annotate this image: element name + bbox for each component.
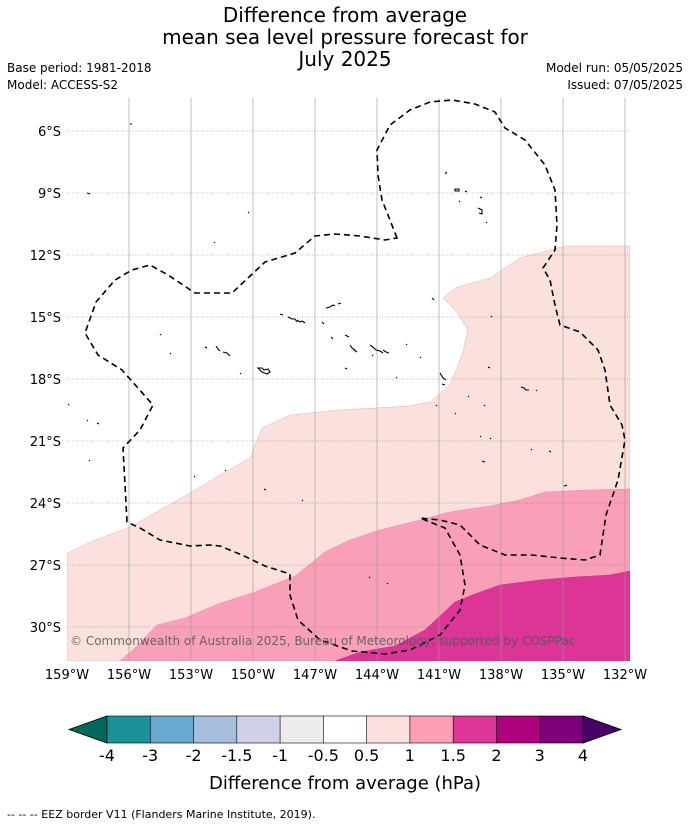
colorbar-tick-label: 1.5: [440, 746, 465, 765]
title-line-1: Difference from average: [222, 3, 468, 27]
colorbar-tick-labels: -4 -3 -2 -1.5 -1 -0.5 0.5 1 1.5 2 3 4: [99, 746, 588, 765]
lon-label-141w: 141°W: [417, 668, 461, 683]
footer-note: -- -- -- EEZ border V11 (Flanders Marine…: [7, 808, 316, 821]
lat-label-6s: 6°S: [38, 125, 61, 140]
meridians: [128, 98, 626, 661]
eez-border: [84, 99, 626, 655]
colorbar-cell: [539, 715, 584, 744]
copyright-notice: © Commonwealth of Australia 2025, Bureau…: [70, 634, 575, 648]
colorbar: -4 -3 -2 -1.5 -1 -0.5 0.5 1 1.5 2 3 4 Difference fr…: [67, 715, 623, 794]
map-area: © Commonwealth of Australia 2025, Bureau…: [67, 98, 630, 661]
colorbar-cell: [409, 715, 454, 744]
colorbar-cells: [106, 715, 584, 744]
colorbar-cell: [106, 715, 151, 744]
colorbar-title: Difference from average (hPa): [209, 773, 481, 794]
lat-label-9s: 9°S: [38, 187, 61, 202]
lat-label-27s: 27°S: [30, 559, 61, 574]
colorbar-cell: [323, 715, 368, 744]
colorbar-over-arrow: [582, 715, 623, 744]
model-run: Model run: 05/05/2025: [545, 61, 683, 75]
lon-label-132w: 132°W: [603, 668, 647, 683]
islands: [67, 123, 568, 585]
base-period: Base period: 1981-2018: [7, 61, 152, 75]
issued-date: Issued: 07/05/2025: [567, 78, 683, 92]
colorbar-tick-label: -2: [186, 746, 202, 765]
lon-label-150w: 150°W: [231, 668, 275, 683]
meta-left: Base period: 1981-2018 Model: ACCESS-S2: [7, 60, 152, 94]
lon-label-135w: 135°W: [541, 668, 585, 683]
colorbar-tick-label: 4: [578, 746, 588, 765]
lon-label-144w: 144°W: [355, 668, 399, 683]
colorbar-cell: [496, 715, 541, 744]
lon-label-147w: 147°W: [293, 668, 337, 683]
lat-label-15s: 15°S: [30, 311, 61, 326]
lat-label-24s: 24°S: [30, 497, 61, 512]
colorbar-tick-label: 0.5: [354, 746, 379, 765]
colorbar-tick-label: -1: [272, 746, 288, 765]
lon-label-156w: 156°W: [107, 668, 151, 683]
colorbar-tick-label: -0.5: [308, 746, 339, 765]
lat-label-12s: 12°S: [30, 249, 61, 264]
lat-label-21s: 21°S: [30, 435, 61, 450]
meta-right: Model run: 05/05/2025 Issued: 07/05/2025: [546, 60, 683, 94]
lon-label-159w: 159°W: [45, 668, 89, 683]
colorbar-tick-label: 1: [405, 746, 415, 765]
lat-label-30s: 30°S: [30, 621, 61, 636]
longitude-labels: 159°W 156°W 153°W 150°W 147°W 144°W 141°…: [45, 668, 647, 683]
model-name: Model: ACCESS-S2: [7, 78, 119, 92]
colorbar-tick-label: -4: [99, 746, 115, 765]
colorbar-cell: [236, 715, 281, 744]
colorbar-cell: [149, 715, 195, 744]
lon-label-153w: 153°W: [169, 668, 213, 683]
title-line-2: mean sea level pressure forecast for: [162, 25, 528, 49]
colorbar-cell: [193, 715, 238, 744]
colorbar-tick-label: -1.5: [221, 746, 252, 765]
colorbar-cell: [452, 715, 498, 744]
colorbar-cell: [279, 715, 324, 744]
colorbar-tick-label: -3: [142, 746, 158, 765]
colorbar-under-arrow: [67, 715, 108, 744]
latitude-labels: 6°S 9°S 12°S 15°S 18°S 21°S 24°S 27°S 30…: [30, 125, 61, 636]
colorbar-cell: [366, 715, 411, 744]
lat-label-18s: 18°S: [30, 373, 61, 388]
lon-label-138w: 138°W: [479, 668, 523, 683]
colorbar-tick-label: 3: [535, 746, 545, 765]
title-line-3: July 2025: [298, 47, 392, 71]
colorbar-tick-label: 2: [491, 746, 501, 765]
anomaly-band-1-5-to-2: [334, 570, 630, 661]
